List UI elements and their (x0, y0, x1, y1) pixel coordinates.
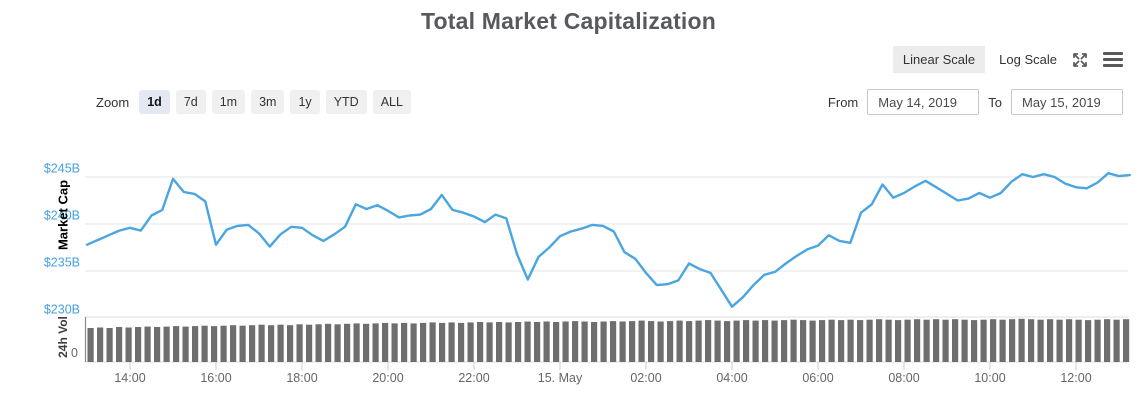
market-cap-line[interactable] (85, 172, 1131, 308)
chart-area: Market Cap 24h Vol $245B $240B $235B $230B 0… (0, 130, 1137, 400)
from-date-input[interactable] (867, 89, 980, 115)
y-gridlines (85, 176, 1128, 272)
y-tick-labels: $245B $240B $235B $230B (44, 162, 80, 317)
zoom-range-1m[interactable]: 1m (211, 90, 246, 114)
to-label: To (988, 94, 1002, 110)
x-tick-label: 02:00 (630, 371, 661, 385)
zoom-range-all[interactable]: ALL (372, 90, 411, 114)
market-cap-axis-title: Market Cap (55, 179, 71, 251)
zoom-range-1y[interactable]: 1y (290, 90, 320, 114)
x-tick-label: 10:00 (974, 371, 1005, 385)
zoom-range-ytd[interactable]: YTD (325, 90, 367, 114)
fullscreen-icon[interactable] (1071, 51, 1089, 69)
x-tick-label: 20:00 (372, 371, 403, 385)
zoom-label: Zoom (96, 94, 130, 110)
hamburger-menu-icon[interactable] (1103, 51, 1123, 68)
x-tick-label: 16:00 (200, 371, 231, 385)
x-tick-label: 22:00 (458, 371, 489, 385)
zoom-range-7d[interactable]: 7d (175, 90, 206, 114)
x-tick-label: 04:00 (716, 371, 747, 385)
y-tick-label: $245B (44, 162, 80, 176)
x-tick-label: 18:00 (286, 371, 317, 385)
x-tick-label: 08:00 (888, 371, 919, 385)
page-title: Total Market Capitalization (420, 8, 717, 34)
zoom-range-group: Zoom 1d 7d 1m 3m 1y YTD ALL (96, 90, 417, 114)
zoom-range-1d[interactable]: 1d (139, 90, 170, 114)
volume-axis-title: 24h Vol (56, 316, 70, 358)
zoom-range-3m[interactable]: 3m (251, 90, 285, 114)
from-label: From (827, 94, 859, 110)
scale-controls: Linear Scale Log Scale (892, 46, 1123, 73)
x-tick-label: 15. May (538, 371, 583, 385)
y-tick-label: $230B (44, 303, 80, 317)
y-tick-label: $235B (44, 256, 80, 270)
chart-plot-area[interactable]: $245B $240B $235B $230B 0 14:00 16:00 18:00 20:0… (0, 130, 1137, 400)
x-axis: 14:00 16:00 18:00 20:00 22:00 15. May 02:00 04:… (114, 362, 1092, 385)
to-date-input[interactable] (1011, 89, 1123, 115)
x-tick-label: 12:00 (1060, 371, 1091, 385)
volume-zero-label: 0 (71, 346, 78, 360)
linear-scale-button[interactable]: Linear Scale (892, 46, 986, 73)
y-tick-label: $240B (44, 209, 80, 223)
x-tick-label: 06:00 (802, 371, 833, 385)
zoom-buttons: 1d 7d 1m 3m 1y YTD ALL (139, 90, 417, 114)
volume-bars (87, 318, 1130, 362)
x-tick-label: 14:00 (114, 371, 145, 385)
log-scale-button[interactable]: Log Scale (999, 52, 1057, 67)
date-range-group: From To (828, 89, 1123, 115)
